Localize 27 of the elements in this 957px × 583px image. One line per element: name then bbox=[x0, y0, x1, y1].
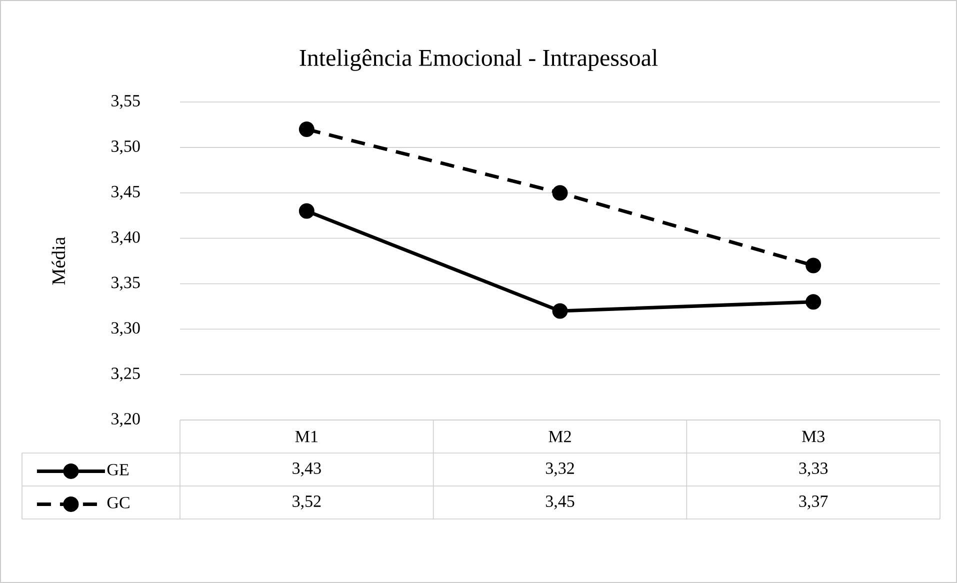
y-tick-label: 3,35 bbox=[112, 276, 140, 291]
x-tick-label: M3 bbox=[802, 430, 824, 442]
point bbox=[298, 122, 314, 137]
legend-label: GC bbox=[107, 496, 130, 508]
point bbox=[298, 203, 314, 219]
x-tick-label: M1 bbox=[295, 430, 318, 442]
data-label: 3,45 bbox=[546, 496, 574, 510]
data-label: 3,52 bbox=[292, 496, 321, 510]
x-tick-label: M2 bbox=[548, 430, 571, 442]
legend-label: GE bbox=[107, 464, 129, 476]
data-label: 3,43 bbox=[292, 462, 321, 476]
point bbox=[806, 258, 822, 274]
data-label: 3,37 bbox=[799, 496, 828, 510]
y-tick-label: 3,40 bbox=[112, 231, 140, 246]
data-label: 3,32 bbox=[546, 462, 574, 476]
y-tick-label: 3,30 bbox=[112, 322, 140, 336]
point bbox=[552, 185, 568, 201]
point bbox=[806, 294, 822, 310]
y-axis-title: Média bbox=[52, 236, 66, 285]
y-tick-label: 3,50 bbox=[112, 140, 140, 154]
chart-title: Inteligência Emocional - Intrapessoal bbox=[300, 49, 658, 71]
y-tick-label: 3,20 bbox=[112, 413, 140, 427]
y-tick-label: 3,55 bbox=[112, 95, 140, 109]
data-label: 3,33 bbox=[799, 462, 828, 476]
point bbox=[552, 303, 568, 319]
y-tick-label: 3,45 bbox=[112, 186, 140, 200]
y-tick-label: 3,25 bbox=[112, 368, 140, 382]
